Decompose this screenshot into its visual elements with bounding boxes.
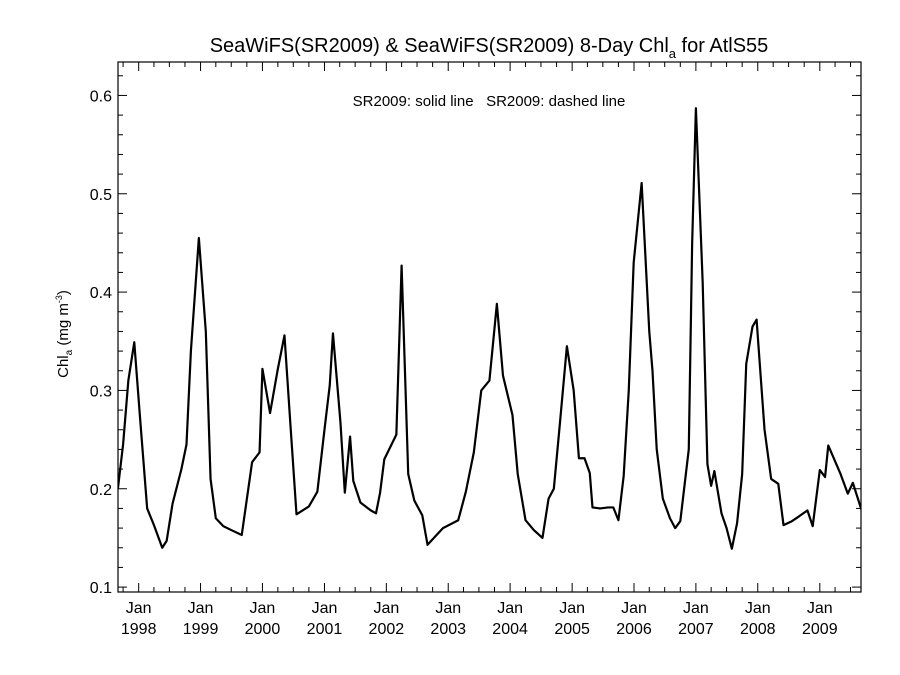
- series-group: [118, 107, 861, 550]
- x-tick-label-month: Jan: [807, 600, 833, 617]
- x-tick-label-year: 2000: [245, 621, 281, 638]
- chart-title-main: SeaWiFS(SR2009) & SeaWiFS(SR2009) 8-Day …: [210, 35, 669, 57]
- x-tick-label-month: Jan: [745, 600, 771, 617]
- x-tick-label-month: Jan: [559, 600, 585, 617]
- y-tick-label: 0.1: [90, 580, 112, 597]
- series-annotation: SR2009: solid line SR2009: dashed line: [353, 93, 626, 110]
- plot-frame: [117, 61, 862, 593]
- x-tick-label-year: 2005: [554, 621, 590, 638]
- x-tick-label-month: Jan: [435, 600, 461, 617]
- y-tick-label: 0.4: [90, 285, 112, 302]
- y-axis-label-subscript: a: [64, 349, 75, 355]
- x-tick-label-year: 2001: [307, 621, 343, 638]
- y-tick-label: 0.2: [90, 482, 112, 499]
- x-tick-label-year: 2002: [369, 621, 405, 638]
- x-tick-label-month: Jan: [188, 600, 214, 617]
- x-tick-label-year: 1998: [121, 621, 157, 638]
- series-line-solid: [118, 107, 861, 550]
- y-tick-label: 0.3: [90, 383, 112, 400]
- x-tick-label-year: 1999: [183, 621, 219, 638]
- y-axis-label-main: Chl: [55, 355, 72, 378]
- x-tick-label-month: Jan: [683, 600, 709, 617]
- y-axis-label: Chla (mg m-3): [54, 290, 75, 378]
- x-tick-label-month: Jan: [250, 600, 276, 617]
- y-tick-label: 0.6: [90, 88, 112, 105]
- axis-ticks: [118, 62, 861, 592]
- x-tick-label-month: Jan: [126, 600, 152, 617]
- y-axis-label-superscript: -3: [54, 295, 64, 303]
- x-tick-label-year: 2007: [678, 621, 714, 638]
- x-tick-label-year: 2008: [740, 621, 776, 638]
- x-tick-label-year: 2006: [616, 621, 652, 638]
- y-tick-label: 0.5: [90, 187, 112, 204]
- chart-title-tail: for AtlS55: [676, 35, 768, 57]
- x-tick-label-month: Jan: [621, 600, 647, 617]
- y-axis-label-group: Chla (mg m-3): [54, 290, 75, 378]
- x-tick-label-year: 2009: [802, 621, 838, 638]
- x-tick-label-year: 2004: [492, 621, 528, 638]
- x-tick-label-month: Jan: [497, 600, 523, 617]
- x-tick-label-month: Jan: [312, 600, 338, 617]
- chart-title-subscript: a: [669, 46, 677, 61]
- x-tick-label-year: 2003: [430, 621, 466, 638]
- x-tick-label-month: Jan: [373, 600, 399, 617]
- y-axis-label-units: (mg m: [55, 303, 72, 350]
- y-axis-label-close: ): [55, 290, 72, 295]
- chart-title: SeaWiFS(SR2009) & SeaWiFS(SR2009) 8-Day …: [210, 35, 769, 61]
- axis-tick-labels: 0.1 0.2 0.3 0.4 0.5 0.6 Jan 1998 Jan 1999 Jan 2000 J…: [90, 88, 838, 638]
